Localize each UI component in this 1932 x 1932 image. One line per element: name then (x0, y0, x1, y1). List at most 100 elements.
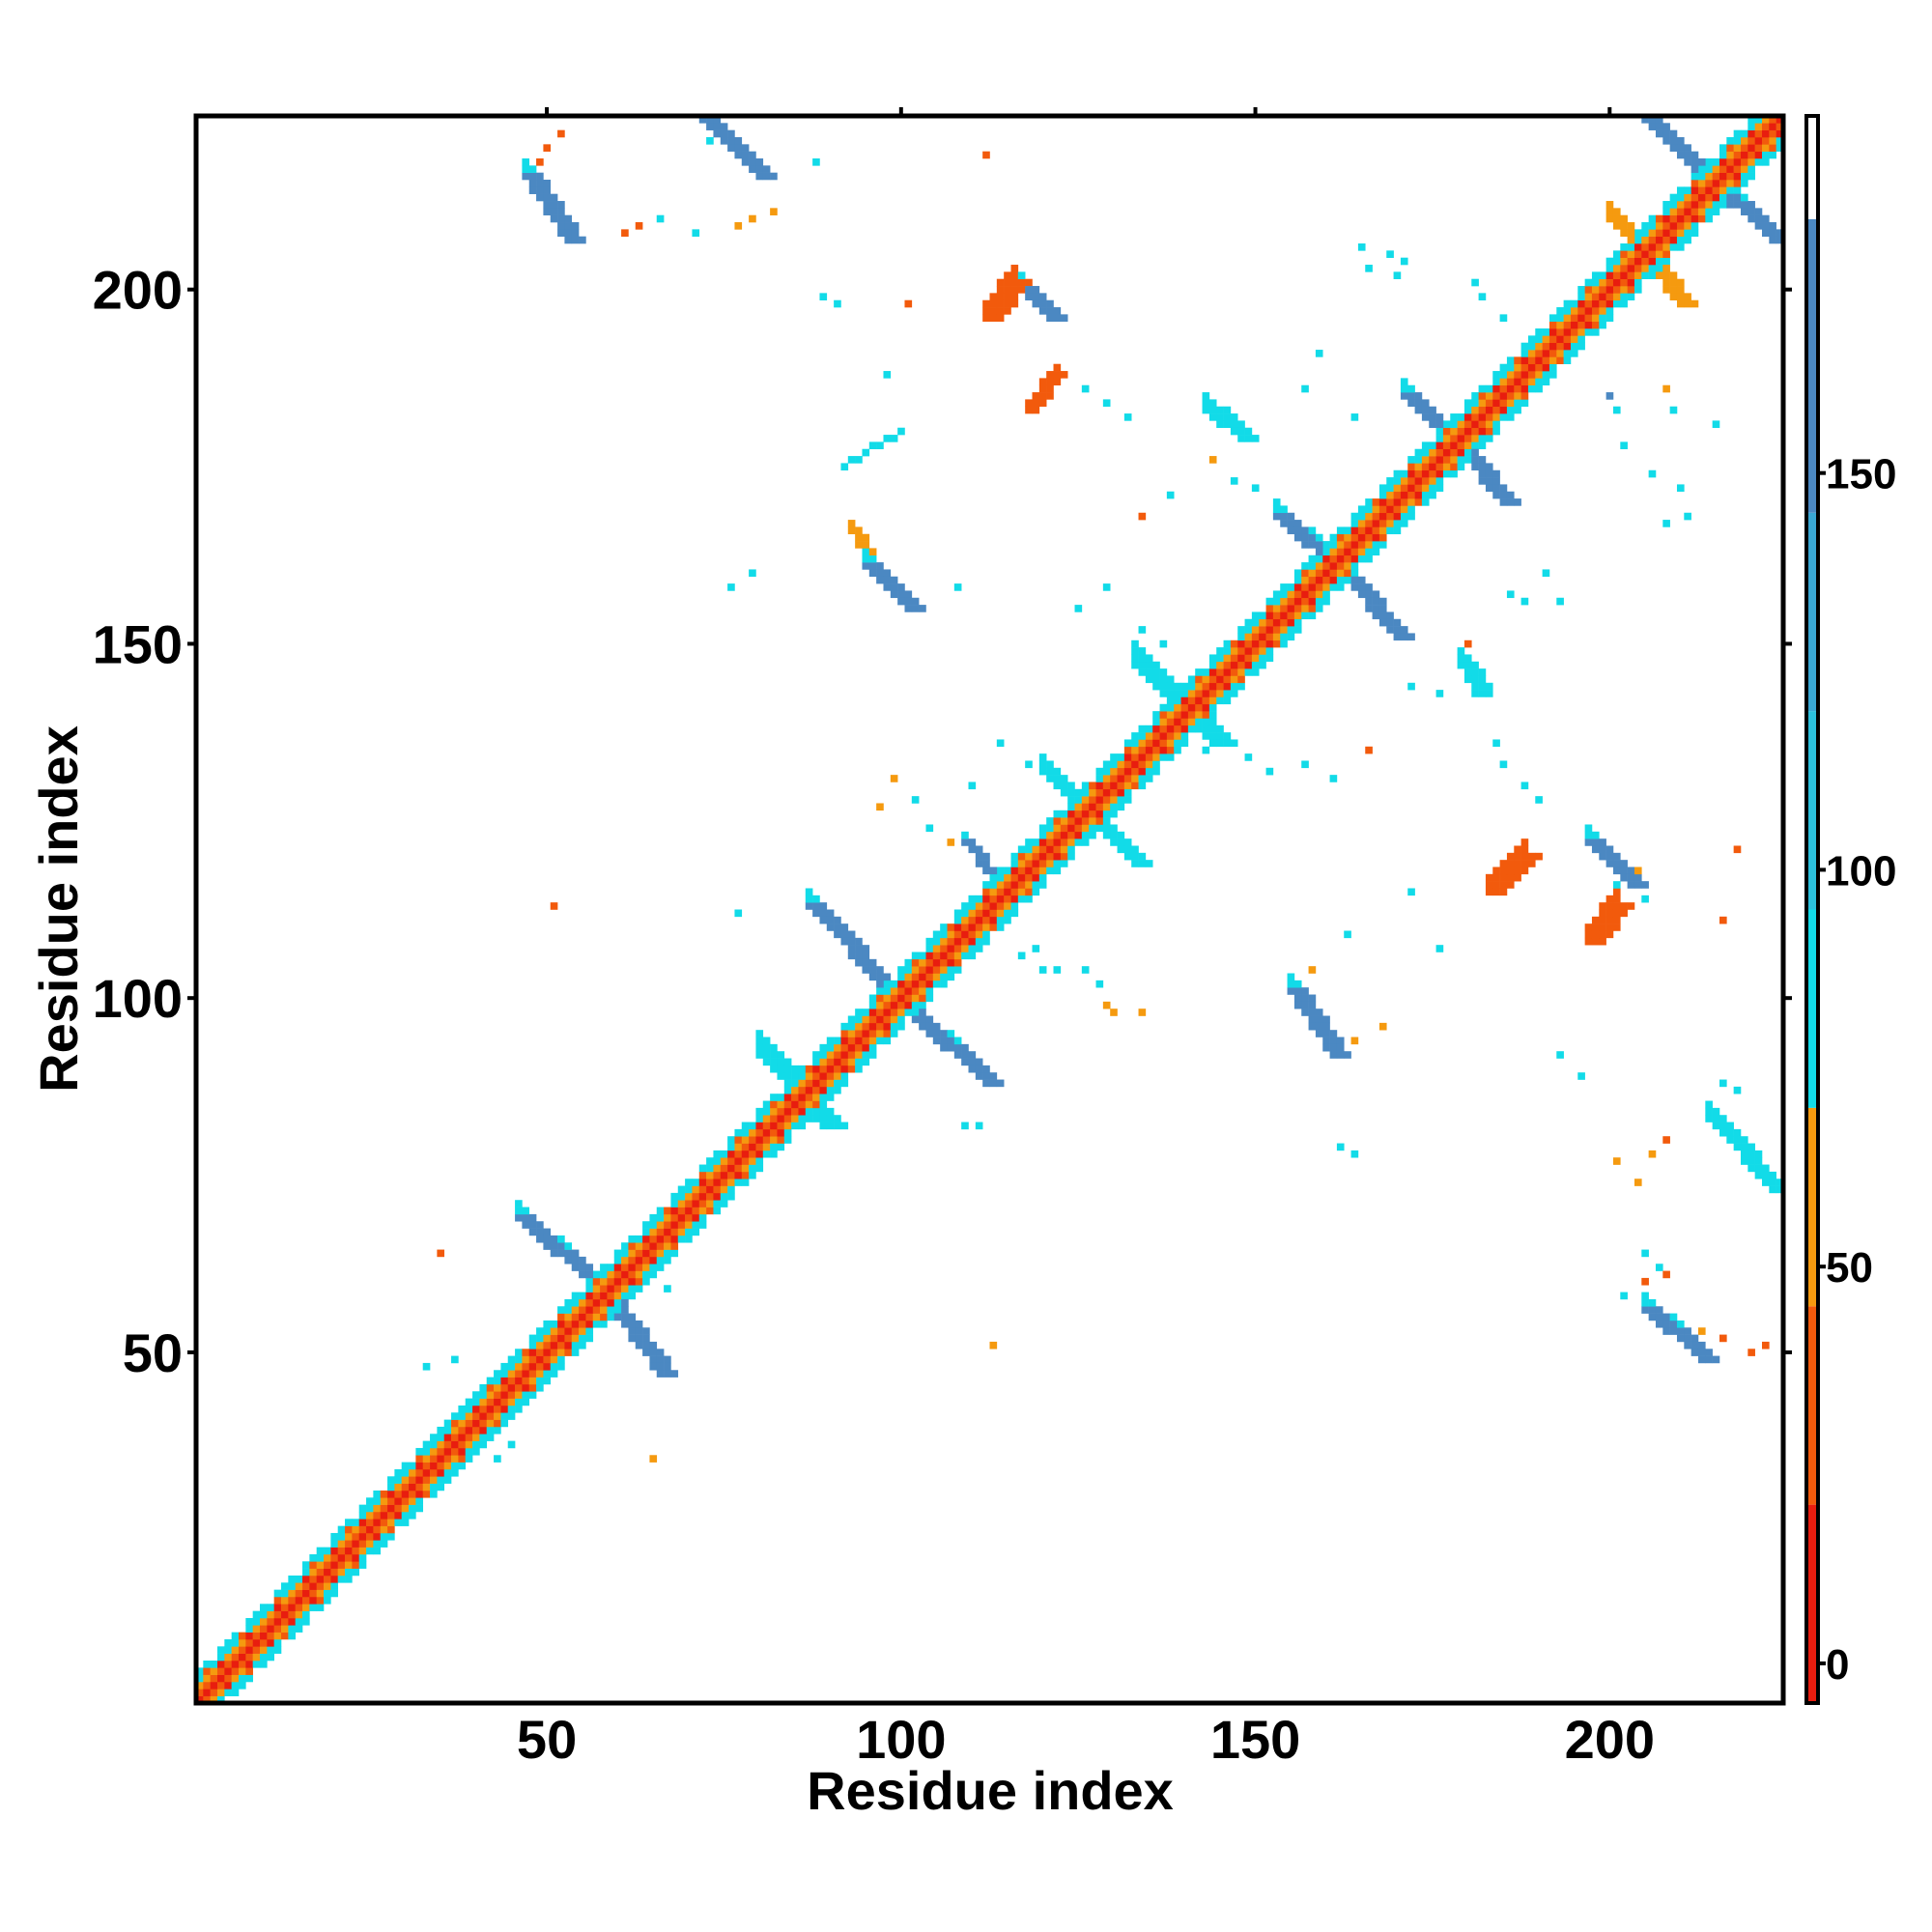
diagonal-cell (1067, 831, 1075, 839)
diagonal-cell (1152, 746, 1160, 754)
diagonal-cell (1280, 633, 1288, 641)
diagonal-cell (1365, 505, 1373, 514)
contact-cell (1386, 250, 1394, 258)
contact-cell (1506, 881, 1515, 889)
diagonal-cell (252, 1610, 261, 1619)
diagonal-cell (1315, 597, 1323, 606)
diagonal-cell (288, 1625, 296, 1633)
contact-cell (1641, 116, 1649, 124)
diagonal-cell (1563, 299, 1572, 308)
diagonal-cell (1442, 456, 1451, 464)
diagonal-cell (834, 1072, 841, 1080)
contact-cell (1754, 214, 1763, 223)
diagonal-cell (324, 1553, 331, 1562)
diagonal-cell (380, 1511, 388, 1520)
diagonal-cell (826, 1072, 835, 1080)
contact-cell (536, 1383, 544, 1392)
diagonal-cell (741, 1128, 750, 1137)
diagonal-cell (1400, 477, 1408, 485)
diagonal-cell (741, 1136, 750, 1144)
diagonal-cell (826, 1051, 835, 1059)
diagonal-cell (1017, 867, 1026, 875)
contact-cell (1556, 597, 1564, 606)
contact-cell (904, 590, 913, 599)
contact-cell (1308, 526, 1317, 535)
diagonal-cell (1492, 427, 1500, 436)
diagonal-cell (1089, 803, 1096, 811)
diagonal-cell (727, 1164, 735, 1173)
contact-cell (868, 562, 877, 570)
diagonal-cell (1372, 512, 1380, 521)
diagonal-cell (1357, 541, 1366, 549)
diagonal-cell (1081, 824, 1090, 833)
contact-cell (840, 463, 849, 471)
diagonal-cell (288, 1617, 296, 1626)
contact-cell (1754, 208, 1763, 215)
diagonal-cell (1712, 165, 1720, 173)
diagonal-cell (203, 1660, 211, 1668)
contact-cell (1655, 1306, 1663, 1314)
diagonal-cell (281, 1604, 289, 1611)
contact-cell (1520, 845, 1529, 854)
diagonal-cell (316, 1561, 325, 1569)
diagonal-cell (309, 1575, 317, 1583)
diagonal-cell (919, 987, 926, 995)
diagonal-cell (1017, 873, 1026, 882)
diagonal-cell (791, 1100, 799, 1109)
contact-cell (1244, 753, 1253, 761)
diagonal-cell (1131, 753, 1139, 761)
diagonal-cell (437, 1440, 445, 1449)
diagonal-cell (713, 1164, 722, 1173)
diagonal-cell (1293, 576, 1302, 584)
contact-cell (1499, 314, 1508, 323)
diagonal-cell (968, 937, 977, 946)
diagonal-cell (1676, 229, 1685, 237)
contact-cell (1478, 675, 1487, 684)
diagonal-cell (415, 1462, 424, 1470)
contact-cell (1315, 541, 1323, 549)
diagonal-cell (868, 1043, 877, 1052)
diagonal-cell (1435, 477, 1444, 485)
diagonal-cell (1386, 491, 1394, 499)
diagonal-cell (720, 1171, 728, 1179)
diagonal-cell (1329, 541, 1338, 549)
diagonal-cell (1159, 718, 1168, 726)
diagonal-cell (430, 1476, 438, 1484)
contact-cell (925, 1030, 934, 1037)
diagonal-cell (812, 1086, 820, 1094)
diagonal-cell (1372, 498, 1380, 506)
diagonal-cell (1471, 427, 1479, 436)
contact-cell (1060, 314, 1068, 323)
contact-cell (1117, 838, 1125, 846)
contact-cell (911, 597, 920, 606)
contact-cell (1499, 867, 1508, 875)
contact-cell (883, 435, 892, 442)
diagonal-cell (345, 1532, 353, 1541)
diagonal-cell (621, 1249, 629, 1258)
diagonal-cell (1705, 208, 1713, 215)
diagonal-cell (1336, 526, 1345, 535)
diagonal-cell (1067, 845, 1075, 854)
diagonal-cell (239, 1638, 246, 1647)
diagonal-cell (1754, 116, 1763, 124)
diagonal-cell (819, 1086, 828, 1094)
diagonal-cell (876, 1001, 884, 1009)
diagonal-cell (762, 1136, 771, 1144)
diagonal-cell (352, 1561, 359, 1569)
contact-cell (1336, 1037, 1345, 1045)
contact-cell (1004, 293, 1011, 300)
diagonal-cell (1010, 873, 1019, 882)
contact-cell (1301, 384, 1309, 393)
contact-cell (1378, 618, 1387, 627)
contact-cell (656, 1362, 665, 1371)
contact-cell (1527, 852, 1536, 861)
diagonal-cell (352, 1568, 359, 1577)
contact-cell (1492, 484, 1500, 493)
diagonal-cell (1251, 668, 1260, 676)
diagonal-cell (1520, 378, 1529, 386)
diagonal-cell (1365, 541, 1373, 549)
contact-cell (734, 909, 743, 918)
diagonal-cell (1414, 448, 1423, 457)
diagonal-cell (373, 1504, 381, 1513)
contact-cell (1053, 314, 1062, 323)
